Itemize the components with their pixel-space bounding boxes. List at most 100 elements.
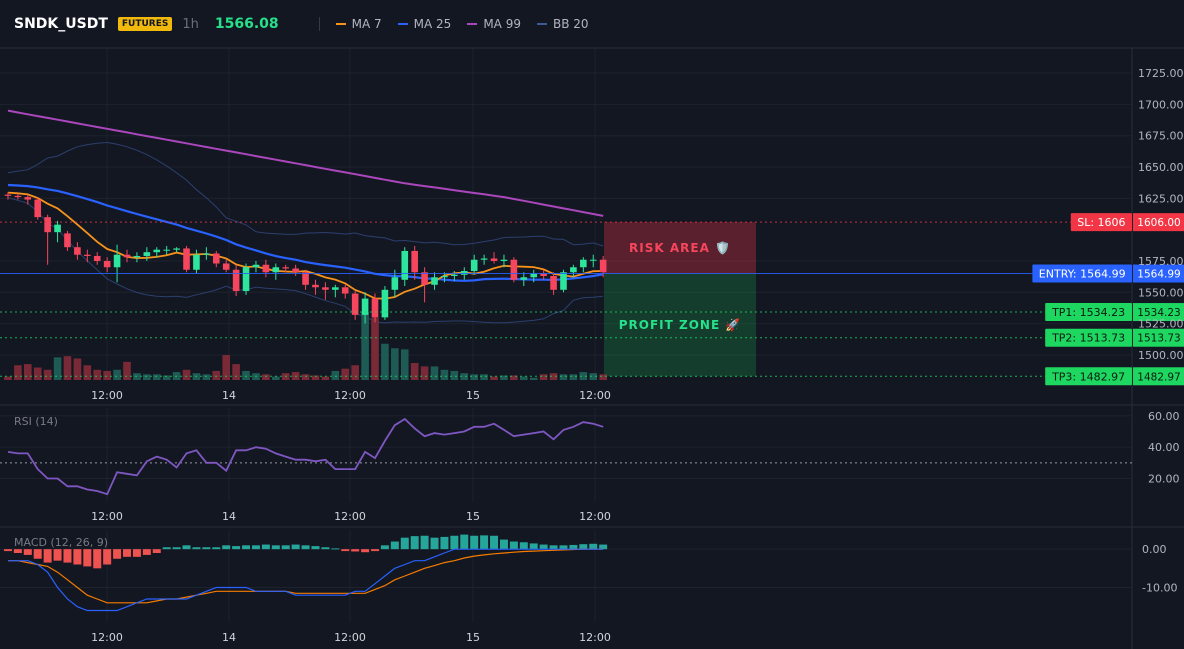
candle-body <box>44 217 51 233</box>
volume-bar <box>262 374 270 380</box>
macd-histogram-bar <box>281 545 290 550</box>
volume-bar <box>222 355 230 380</box>
symbol-name[interactable]: SNDK_USDT <box>14 16 108 32</box>
volume-bar <box>420 366 429 380</box>
macd-histogram-bar <box>123 549 131 557</box>
macd-histogram-bar <box>390 541 399 550</box>
risk-zone <box>604 222 756 274</box>
macd-histogram-bar <box>549 545 558 550</box>
legend-ma7[interactable]: MA 7 <box>335 17 382 31</box>
tp2-tag: TP2: 1513.73 <box>1051 332 1125 345</box>
time-tick-label: 12:00 <box>579 631 611 644</box>
macd-histogram-bar <box>430 537 439 550</box>
candle-body <box>351 293 359 315</box>
candle-body <box>421 272 428 285</box>
candles <box>4 192 607 324</box>
candle-body <box>391 277 399 290</box>
macd-histogram-bar <box>420 535 429 550</box>
candle-body <box>570 267 577 273</box>
bb20-swatch <box>536 23 547 25</box>
volume-bar <box>371 317 379 380</box>
macd-histogram-bar <box>232 546 241 550</box>
macd-histogram-bar <box>192 547 201 550</box>
volume-bar <box>63 356 72 380</box>
timeframe-label[interactable]: 1h <box>182 16 199 32</box>
legend-bb20[interactable]: BB 20 <box>536 17 589 31</box>
macd-histogram-bar <box>271 545 280 550</box>
price-tick-label: 1525.00 <box>1138 318 1184 331</box>
time-tick-label: 12:00 <box>579 389 611 402</box>
candle-body <box>282 267 290 269</box>
volume-bar <box>162 375 171 380</box>
header-divider <box>318 17 320 31</box>
time-tick-label: 15 <box>466 631 480 644</box>
bb-upper-line <box>7 141 604 247</box>
volume-bar <box>202 374 211 380</box>
candle-body <box>203 253 210 255</box>
time-tick-label: 12:00 <box>91 510 123 523</box>
candle-body <box>193 254 200 270</box>
time-tick-label: 14 <box>222 510 236 523</box>
futures-badge: FUTURES <box>117 17 173 31</box>
candle-body <box>262 264 270 273</box>
candle-body <box>451 274 458 277</box>
price-tick-label: 1625.00 <box>1138 192 1184 205</box>
volume-bar <box>440 369 449 380</box>
price-tick-label: 1675.00 <box>1138 130 1184 143</box>
macd-histogram-bar <box>450 535 459 550</box>
candle-body <box>460 271 468 275</box>
entry-tag-bg <box>1032 264 1132 283</box>
legend-ma99[interactable]: MA 99 <box>467 17 521 31</box>
volume-bar <box>450 370 459 380</box>
macd-histogram-bar <box>539 544 548 550</box>
sl-tag-bg <box>1070 213 1132 232</box>
entry-tag: ENTRY: 1564.99 <box>1039 268 1126 281</box>
macd-histogram-bar <box>142 549 151 555</box>
candle-body <box>520 277 528 280</box>
time-tick-label: 12:00 <box>579 510 611 523</box>
macd-histogram-bar <box>321 547 330 550</box>
tp3-tag: TP3: 1482.97 <box>1051 370 1125 383</box>
candle-body <box>510 259 518 280</box>
macd-histogram-bar <box>261 544 270 550</box>
candle-body <box>500 259 508 261</box>
bollinger-bands <box>7 141 604 324</box>
candle-body <box>183 248 190 270</box>
candle-body <box>431 277 438 285</box>
macd-histogram-bar <box>222 545 231 550</box>
entry-price-tag-bg <box>1133 264 1184 283</box>
volume-bar <box>331 370 340 380</box>
volume-bar <box>24 364 32 380</box>
macd-histogram-bar <box>499 539 508 550</box>
tp3-price-tag: 1482.97 <box>1137 371 1180 383</box>
macd-histogram-bar <box>519 542 528 550</box>
candle-body <box>560 272 567 290</box>
rsi-tick-label: 40.00 <box>1148 441 1180 454</box>
macd-histogram-bar <box>83 549 92 567</box>
volume-bar <box>470 374 478 380</box>
candle-body <box>302 272 309 285</box>
legend-ma25-label: MA 25 <box>413 17 452 31</box>
candle-body <box>64 233 71 248</box>
candle-body <box>292 268 299 273</box>
macd-histogram-bar <box>460 534 469 550</box>
grid <box>0 47 1184 649</box>
macd-tick-label: 0.00 <box>1142 543 1167 556</box>
tp1-tag-bg <box>1045 303 1132 322</box>
candle-body <box>143 252 151 256</box>
volume-bar <box>242 370 250 380</box>
rsi-line <box>7 417 604 496</box>
legend-ma25[interactable]: MA 25 <box>397 17 452 31</box>
macd-histogram-bar <box>361 549 370 553</box>
volume-bar <box>33 367 42 380</box>
candle-body <box>173 248 180 250</box>
candle-body <box>589 259 597 261</box>
candle-body <box>84 254 91 256</box>
volume-bar <box>143 374 151 380</box>
macd-histogram-bar <box>63 549 72 563</box>
macd-histogram-bar <box>93 549 102 569</box>
macd-histogram-bar <box>341 549 350 552</box>
macd-line <box>8 548 604 612</box>
volume-bar <box>529 377 538 380</box>
